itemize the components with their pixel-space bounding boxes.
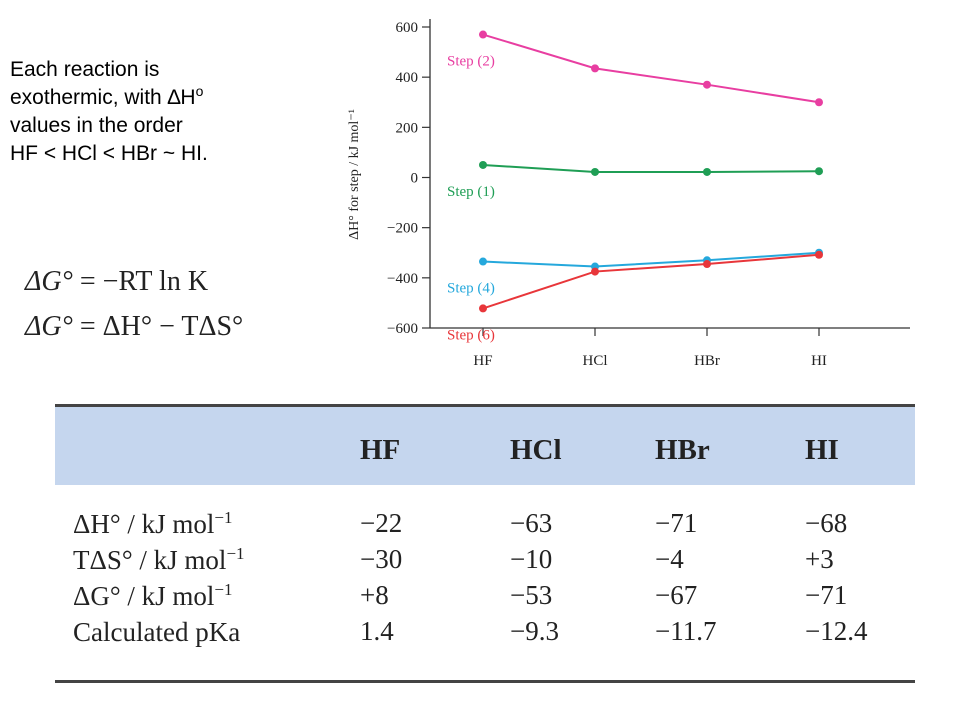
data-point — [591, 267, 599, 276]
data-point — [479, 30, 487, 39]
row-label-sup: −1 — [226, 544, 245, 563]
data-point — [591, 64, 599, 73]
series-line — [482, 251, 820, 268]
data-point — [479, 257, 487, 266]
series-step-4: Step (4) — [447, 248, 823, 297]
data-point — [479, 304, 487, 313]
note-superscript: o — [195, 83, 204, 99]
equation-gibbs-k: ΔG° = −RT ln K — [25, 266, 208, 298]
x-axis-ticks: HF HCl HBr HI — [473, 328, 827, 369]
table-row-delta-g: ΔG° / kJ mol−1 +8 −53 −67 −71 — [55, 580, 915, 613]
note-line-2-text: exothermic, with — [10, 86, 168, 109]
note-line-1: Each reaction is — [10, 58, 160, 81]
table-cell: −53 — [510, 580, 553, 610]
series-label: Step (1) — [447, 184, 495, 200]
equation-gibbs-h-s: ΔG° = ΔH° − TΔS° — [25, 311, 243, 343]
note-delta-h: ∆H — [167, 86, 196, 109]
table-bottom-rule — [55, 680, 915, 683]
series-line — [482, 253, 820, 310]
x-tick-label: HBr — [694, 353, 720, 369]
table-cell: −10 — [510, 544, 553, 574]
series-line — [482, 33, 820, 104]
note-line-2: exothermic, with ∆Ho — [10, 84, 330, 112]
x-tick-label: HI — [811, 353, 827, 369]
data-point — [815, 98, 823, 107]
equation-2-lhs: ΔG° — [25, 311, 73, 342]
series-step-6: Step (6) — [447, 250, 823, 343]
y-tick-label: 200 — [396, 120, 419, 136]
series-step-2: Step (2) — [447, 30, 823, 107]
data-point — [703, 167, 711, 176]
table-cell: −71 — [655, 508, 698, 538]
note-line-4: HF < HCl < HBr ~ HI. — [10, 142, 208, 165]
row-label: ΔG° / kJ mol−1 — [73, 580, 233, 612]
data-point — [703, 260, 711, 269]
series-label: Step (4) — [447, 281, 495, 297]
table-cell: −63 — [510, 508, 553, 538]
series-label: Step (2) — [447, 54, 495, 70]
table-row-pka: Calculated pKa 1.4 −9.3 −11.7 −12.4 — [55, 616, 915, 649]
row-label-text: ΔH° / kJ mol — [73, 509, 215, 539]
table-top-rule — [55, 404, 915, 407]
table-cell: −30 — [360, 544, 403, 574]
table-cell: −67 — [655, 580, 698, 610]
y-tick-label: −200 — [387, 221, 418, 237]
table-cell: +8 — [360, 580, 389, 610]
row-label-text: ΔG° / kJ mol — [73, 581, 215, 611]
chart-axes — [429, 19, 910, 329]
note-line-3: values in the order — [10, 114, 183, 137]
series-label: Step (6) — [447, 327, 495, 343]
row-label-sup: −1 — [214, 580, 233, 599]
table-cell: −12.4 — [805, 616, 868, 646]
y-axis-ticks: 600 400 200 0 −200 −400 −600 — [387, 20, 430, 337]
table-row-delta-h: ΔH° / kJ mol−1 −22 −63 −71 −68 — [55, 508, 915, 541]
y-tick-label: −600 — [387, 321, 418, 337]
equation-1-rhs: = −RT ln K — [79, 266, 209, 297]
x-tick-label: HF — [473, 353, 492, 369]
y-axis-label: ΔH° for step / kJ mol⁻¹ — [347, 109, 362, 240]
x-tick-label: HCl — [582, 353, 607, 369]
table-cell: −68 — [805, 508, 848, 538]
data-point — [815, 250, 823, 259]
table-row-t-delta-s: TΔS° / kJ mol−1 −30 −10 −4 +3 — [55, 544, 915, 577]
y-tick-label: −400 — [387, 271, 418, 287]
header-hf: HF — [360, 434, 401, 466]
table-cell: −4 — [655, 544, 684, 574]
equation-1-lhs: ΔG° — [25, 266, 73, 297]
data-point — [479, 160, 487, 169]
y-tick-label: 0 — [411, 171, 419, 187]
series-step-1: Step (1) — [447, 160, 823, 200]
row-label-sup: −1 — [214, 508, 233, 527]
row-label: Calculated pKa — [73, 616, 240, 648]
line-chart: 600 400 200 0 −200 −400 −600 HF HCl HBr HI Step (… — [347, 19, 910, 369]
table-cell: −11.7 — [655, 616, 717, 646]
explanation-note: Each reaction is exothermic, with ∆Ho va… — [10, 56, 330, 168]
header-hbr: HBr — [655, 434, 710, 466]
table-cell: 1.4 — [360, 616, 394, 646]
header-hi: HI — [805, 434, 839, 466]
table-cell: −22 — [360, 508, 403, 538]
data-point — [703, 80, 711, 89]
row-label-text: TΔS° / kJ mol — [73, 545, 227, 575]
row-label-text: Calculated pKa — [73, 617, 241, 647]
table-header: HF HCl HBr HI — [55, 407, 915, 485]
y-tick-label: 400 — [396, 70, 419, 86]
data-point — [815, 167, 823, 176]
table-cell: −9.3 — [510, 616, 559, 646]
table-cell: −71 — [805, 580, 848, 610]
row-label: TΔS° / kJ mol−1 — [73, 544, 245, 576]
chart-series: Step (2) Step (1) Step (4) Step (6) — [447, 30, 823, 343]
equation-2-rhs: = ΔH° − TΔS° — [79, 311, 244, 342]
thermo-table: HF HCl HBr HI ΔH° / kJ mol−1 −22 −63 −71… — [55, 404, 915, 684]
series-line — [482, 163, 820, 173]
table-cell: +3 — [805, 544, 834, 574]
data-point — [591, 167, 599, 176]
row-label: ΔH° / kJ mol−1 — [73, 508, 233, 540]
header-hcl: HCl — [510, 434, 562, 466]
y-tick-label: 600 — [396, 20, 419, 36]
